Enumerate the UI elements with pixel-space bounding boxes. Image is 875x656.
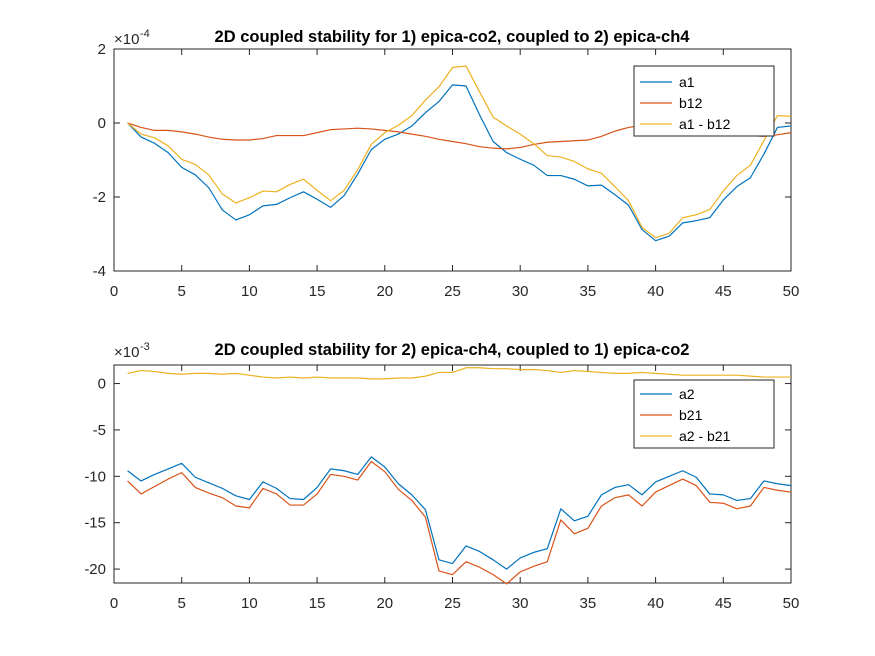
legend-label-a2-minus-b21: a2 - b21 — [679, 428, 731, 444]
bottom-x-tick-label: 25 — [444, 595, 461, 612]
bottom-x-tick-label: 0 — [110, 595, 118, 612]
bottom-x-tick-label: 5 — [178, 595, 186, 612]
top-x-tick-label: 30 — [512, 283, 529, 300]
bottom-x-tick-label: 10 — [241, 595, 258, 612]
bottom-x-tick-label: 30 — [512, 595, 529, 612]
top-axis-ticks: 0 5 10 15 20 25 30 35 40 45 50 -4 -2 0 2 — [93, 41, 800, 300]
bottom-chart-title: 2D coupled stability for 2) epica-ch4, c… — [215, 341, 690, 359]
bottom-x-tick-label: 15 — [309, 595, 326, 612]
top-x-tick-label: 20 — [376, 283, 393, 300]
top-y-tick-label: 0 — [98, 115, 106, 132]
top-y-tick-label: -2 — [93, 189, 106, 206]
bottom-y-tick-label: -5 — [93, 422, 106, 439]
top-x-tick-label: 25 — [444, 283, 461, 300]
legend-label-a1: a1 — [679, 74, 695, 90]
bottom-series-line-1 — [127, 460, 792, 585]
bottom-x-tick-label: 35 — [580, 595, 597, 612]
bottom-x-tick-label: 45 — [715, 595, 732, 612]
top-legend: a1 b12 a1 - b12 — [633, 65, 775, 137]
bottom-exponent-base: ×10 — [114, 344, 139, 361]
top-x-tick-label: 15 — [309, 283, 326, 300]
bottom-x-tick-label: 50 — [783, 595, 800, 612]
bottom-plot: 0 5 10 15 20 25 30 35 40 45 50-20-15-10-50 ×10 -3 … — [84, 341, 799, 612]
bottom-exponent-power: -3 — [140, 341, 150, 353]
legend-label-b21: b21 — [679, 407, 703, 423]
bottom-series-line-0 — [127, 456, 792, 570]
bottom-x-tick-label: 20 — [376, 595, 393, 612]
bottom-y-tick-label: -10 — [84, 468, 106, 485]
top-exponent-power: -4 — [140, 28, 150, 40]
top-x-tick-label: 10 — [241, 283, 258, 300]
top-y-tick-label: 2 — [98, 41, 106, 58]
top-x-tick-label: 50 — [783, 283, 800, 300]
bottom-y-tick-label: -15 — [84, 515, 106, 532]
bottom-axis-ticks: 0 5 10 15 20 25 30 35 40 45 50 -20 -15 -10 -5 0 — [84, 365, 799, 612]
top-exponent-base: ×10 — [114, 31, 139, 48]
top-x-tick-label: 0 — [110, 283, 118, 300]
top-plot: 0 5 10 15 20 25 30 35 40 45 50 -4 -2 0 2 ×10 -4 2D cou… — [93, 28, 800, 300]
bottom-y-tick-label: 0 — [98, 376, 106, 393]
legend-label-a1-minus-b12: a1 - b12 — [679, 116, 731, 132]
bottom-x-tick-label: 40 — [647, 595, 664, 612]
top-x-tick-label: 35 — [580, 283, 597, 300]
bottom-legend-box — [633, 379, 775, 449]
top-chart-title: 2D coupled stability for 1) epica-co2, c… — [215, 28, 691, 46]
top-y-tick-label: -4 — [93, 263, 106, 280]
top-x-tick-label: 40 — [647, 283, 664, 300]
top-x-tick-label: 45 — [715, 283, 732, 300]
top-x-tick-label: 5 — [178, 283, 186, 300]
bottom-legend: a2 b21 a2 - b21 — [633, 379, 775, 449]
bottom-y-tick-label: -20 — [84, 561, 106, 578]
top-series-line-2 — [127, 65, 792, 239]
bottom-series-line-2 — [127, 367, 791, 380]
top-series-line-0 — [127, 84, 792, 242]
bottom-series-lines — [127, 367, 792, 585]
legend-label-b12: b12 — [679, 95, 703, 111]
legend-label-a2: a2 — [679, 386, 695, 402]
